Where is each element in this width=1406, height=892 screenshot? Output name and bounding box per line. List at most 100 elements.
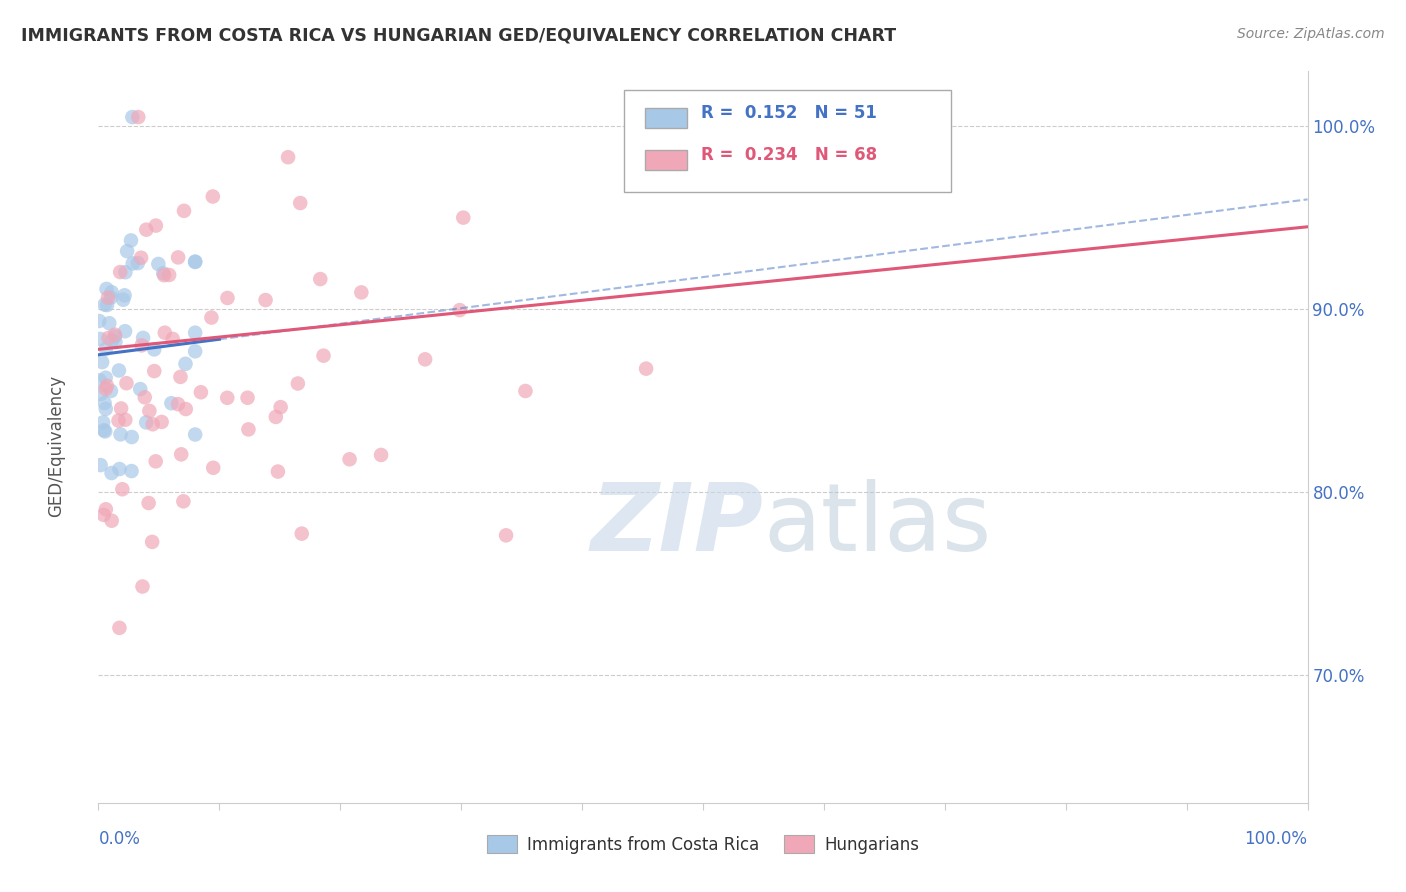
Point: [201, 189, 224, 203]
Point: [170, 447, 193, 461]
Point: [89, 332, 111, 346]
Point: [91, 355, 114, 369]
Point: [101, 334, 124, 348]
Point: [145, 454, 167, 468]
Text: R =  0.234   N = 68: R = 0.234 N = 68: [700, 145, 877, 164]
Text: IMMIGRANTS FROM COSTA RICA VS HUNGARIAN GED/EQUIVALENCY CORRELATION CHART: IMMIGRANTS FROM COSTA RICA VS HUNGARIAN …: [21, 27, 896, 45]
Point: [94, 342, 117, 356]
Point: [138, 404, 160, 418]
Point: [127, 110, 149, 124]
Point: [100, 285, 122, 300]
Point: [89, 314, 111, 328]
Point: [112, 293, 135, 307]
Point: [157, 268, 180, 282]
Point: [184, 344, 207, 359]
Point: [143, 364, 166, 378]
Legend: Immigrants from Costa Rica, Hungarians: Immigrants from Costa Rica, Hungarians: [481, 829, 925, 860]
Point: [129, 382, 152, 396]
Point: [94, 401, 117, 416]
Point: [91, 415, 114, 429]
Point: [94, 502, 117, 516]
Point: [173, 203, 195, 218]
Point: [142, 417, 165, 432]
Point: [153, 326, 176, 340]
Text: 100.0%: 100.0%: [1244, 830, 1308, 848]
Point: [152, 266, 174, 280]
Point: [174, 402, 197, 417]
Point: [141, 534, 163, 549]
Point: [104, 327, 127, 342]
Point: [98, 316, 121, 330]
Point: [143, 343, 166, 357]
Point: [114, 288, 136, 302]
Point: [350, 285, 373, 300]
Point: [108, 462, 131, 476]
Point: [370, 448, 392, 462]
Point: [121, 256, 143, 270]
Point: [100, 384, 122, 398]
Text: GED/Equivalency: GED/Equivalency: [48, 375, 65, 517]
Point: [115, 376, 138, 391]
FancyBboxPatch shape: [645, 150, 688, 170]
Point: [236, 391, 259, 405]
Point: [413, 352, 436, 367]
Point: [169, 370, 191, 384]
Point: [312, 349, 335, 363]
Point: [291, 526, 314, 541]
Point: [134, 390, 156, 404]
Point: [267, 465, 290, 479]
Point: [495, 528, 517, 542]
Point: [97, 331, 120, 345]
Point: [114, 265, 136, 279]
Point: [114, 413, 136, 427]
Point: [184, 427, 207, 442]
Point: [96, 282, 118, 296]
Point: [138, 496, 160, 510]
Point: [148, 257, 170, 271]
Point: [238, 422, 260, 436]
Point: [636, 361, 658, 376]
Point: [104, 329, 127, 343]
Point: [873, 178, 896, 192]
Point: [515, 384, 537, 398]
Point: [217, 291, 239, 305]
Point: [172, 494, 194, 508]
Point: [174, 357, 197, 371]
Point: [96, 378, 118, 392]
Point: [121, 464, 143, 478]
Point: [449, 303, 471, 318]
Point: [97, 291, 120, 305]
FancyBboxPatch shape: [645, 108, 688, 128]
Point: [120, 234, 142, 248]
Text: atlas: atlas: [763, 479, 991, 571]
Point: [129, 251, 152, 265]
Point: [132, 331, 155, 345]
Point: [200, 310, 222, 325]
Point: [93, 423, 115, 437]
Point: [202, 460, 225, 475]
Point: [94, 370, 117, 384]
Text: R =  0.152   N = 51: R = 0.152 N = 51: [700, 104, 876, 122]
Point: [131, 338, 153, 352]
Point: [184, 254, 207, 268]
Point: [309, 272, 332, 286]
Point: [121, 430, 143, 444]
Point: [287, 376, 309, 391]
Point: [100, 291, 122, 305]
Point: [90, 458, 112, 472]
Point: [184, 326, 207, 340]
Point: [93, 508, 115, 522]
Point: [339, 452, 361, 467]
Point: [270, 400, 292, 414]
Point: [110, 401, 132, 416]
Point: [96, 298, 118, 312]
Point: [453, 211, 475, 225]
Point: [162, 332, 184, 346]
Point: [100, 514, 122, 528]
Point: [104, 334, 127, 349]
Point: [108, 265, 131, 279]
Point: [111, 482, 134, 496]
Text: Source: ZipAtlas.com: Source: ZipAtlas.com: [1237, 27, 1385, 41]
Point: [277, 150, 299, 164]
Point: [93, 396, 115, 410]
